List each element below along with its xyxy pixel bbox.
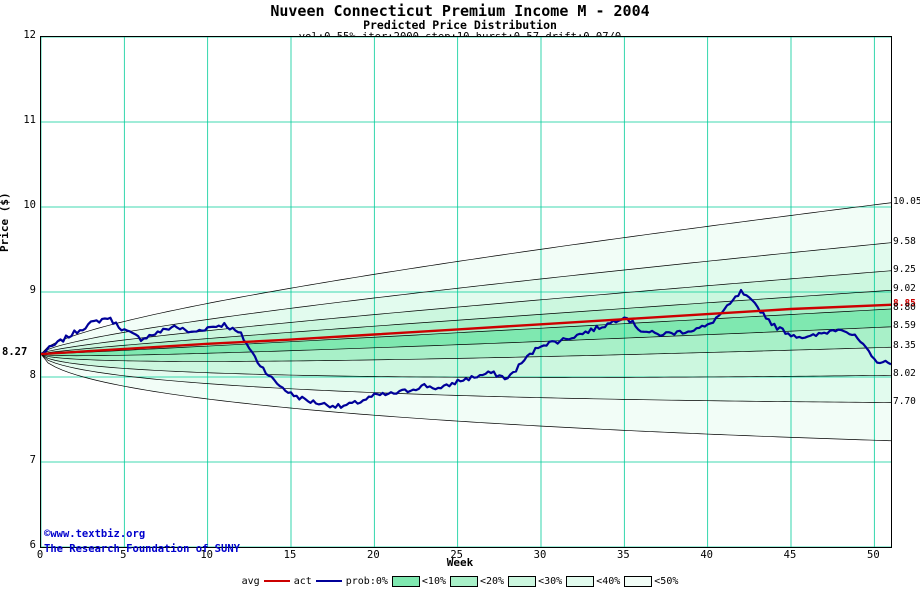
- legend-band-1: <10%: [391, 575, 448, 587]
- legend-prob-label: prob:0%: [345, 575, 388, 587]
- legend-avg-line-icon: [263, 580, 290, 582]
- legend-band-swatch-icon: [566, 575, 595, 587]
- legend-band-label: <50%: [654, 575, 679, 587]
- legend-band-label: <30%: [538, 575, 563, 587]
- chart-legend: avg act prob:0% <10% <20% <30% <40% <50%: [0, 573, 920, 589]
- y-tick-9: 9: [29, 284, 36, 296]
- y-tick-8: 8: [29, 369, 36, 381]
- legend-band-swatch-icon: [391, 575, 420, 587]
- x-tick-50: 50: [867, 549, 880, 561]
- chart-svg: [41, 37, 891, 547]
- legend-band-label: <10%: [421, 575, 446, 587]
- right-label-9.25: 9.25: [893, 263, 916, 275]
- right-label-8.35: 8.35: [893, 340, 916, 352]
- right-label-7.70: 7.70: [893, 395, 916, 407]
- legend-band-label: <40%: [596, 575, 621, 587]
- x-axis-label: Week: [446, 556, 474, 569]
- y-tick-6: 6: [29, 539, 36, 551]
- legend-avg: avg act prob:0%: [240, 576, 390, 587]
- legend-band-swatch-icon: [624, 575, 653, 587]
- plot-area: [40, 36, 892, 548]
- legend-band-swatch-icon: [450, 575, 478, 587]
- right-label-8.85: 8.85: [893, 297, 916, 309]
- x-tick-40: 40: [700, 549, 713, 561]
- x-tick-20: 20: [367, 549, 380, 561]
- y-axis-label: Price ($): [0, 192, 11, 252]
- legend-band-5: <50%: [624, 575, 680, 587]
- x-tick-15: 15: [283, 549, 297, 561]
- page-title: Nuveen Connecticut Premium Income M - 20…: [270, 2, 650, 20]
- y-tick-10: 10: [23, 199, 36, 211]
- legend-band-2: <20%: [450, 575, 506, 587]
- x-tick-35: 35: [617, 549, 630, 561]
- y-tick-7: 7: [29, 454, 36, 466]
- x-tick-30: 30: [533, 549, 547, 561]
- right-label-8.59: 8.59: [893, 319, 916, 331]
- legend-band-4: <40%: [566, 575, 622, 587]
- legend-act-line-icon: [315, 580, 342, 582]
- chart-subtitle: Predicted Price Distribution: [363, 18, 557, 32]
- legend-act-label: act: [293, 575, 312, 587]
- legend-avg-label: avg: [241, 575, 260, 587]
- legend-bands: <10% <20% <30% <40% <50%: [391, 575, 681, 587]
- y-tick-11: 11: [23, 114, 36, 126]
- x-tick-10: 10: [200, 549, 213, 561]
- start-price-label: 8.27: [2, 346, 28, 359]
- copyright-text: ©www.textbiz.org: [44, 528, 146, 540]
- right-label-8.80: 8.80: [893, 302, 916, 313]
- right-label-10.05: 10.05: [893, 195, 920, 207]
- legend-band-label: <20%: [480, 575, 505, 587]
- x-tick-0: 0: [36, 549, 44, 561]
- legend-band-3: <30%: [508, 575, 564, 587]
- x-tick-25: 25: [450, 549, 463, 561]
- right-label-9.58: 9.58: [893, 235, 916, 247]
- foundation-text: The Research Foundation of SUNY: [44, 543, 240, 555]
- legend-band-swatch-icon: [508, 575, 537, 587]
- right-label-8.02: 8.02: [893, 368, 916, 380]
- right-label-9.02: 9.02: [893, 283, 916, 295]
- x-tick-5: 5: [120, 549, 127, 561]
- x-tick-45: 45: [783, 549, 797, 561]
- y-tick-12: 12: [23, 29, 36, 41]
